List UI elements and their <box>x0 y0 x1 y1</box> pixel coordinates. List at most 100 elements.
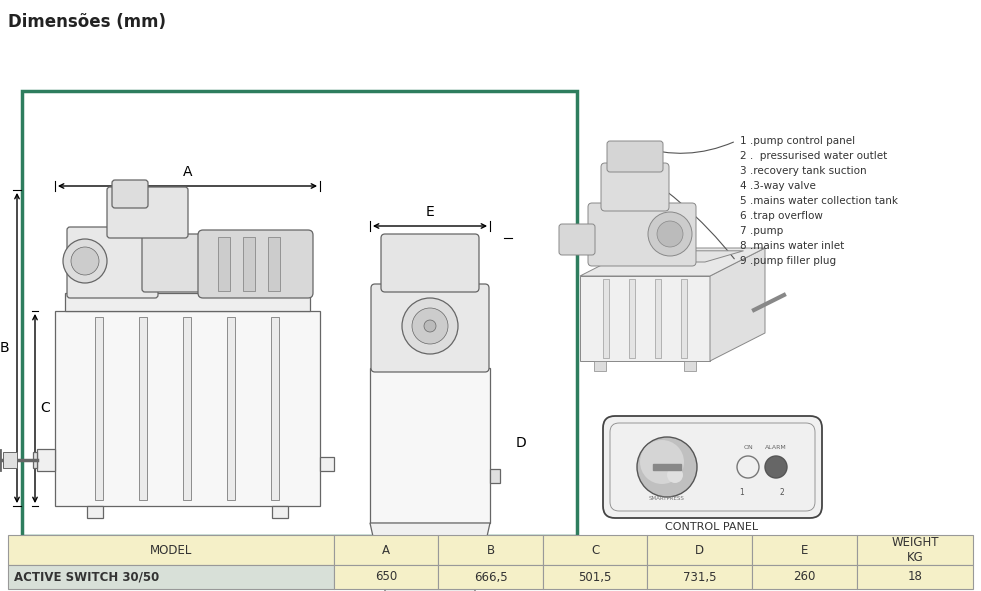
Text: 7 .pump: 7 .pump <box>740 226 783 236</box>
Bar <box>439 535 542 565</box>
Circle shape <box>71 247 99 275</box>
Bar <box>542 565 647 589</box>
Text: C: C <box>40 401 50 415</box>
Text: SMARTPRESS: SMARTPRESS <box>649 495 685 501</box>
Text: A: A <box>382 544 389 557</box>
Polygon shape <box>590 251 744 262</box>
Bar <box>22 91 577 536</box>
Text: 501,5: 501,5 <box>579 570 612 583</box>
Bar <box>370 368 490 523</box>
Bar <box>95 317 103 500</box>
Circle shape <box>765 456 787 478</box>
Text: D: D <box>696 544 704 557</box>
Circle shape <box>412 308 448 344</box>
Polygon shape <box>710 248 765 361</box>
Polygon shape <box>370 523 490 591</box>
Text: CONTROL PANEL: CONTROL PANEL <box>665 522 758 532</box>
Text: 731,5: 731,5 <box>683 570 716 583</box>
Bar <box>752 535 856 565</box>
FancyBboxPatch shape <box>112 180 148 208</box>
FancyBboxPatch shape <box>198 230 313 298</box>
Polygon shape <box>629 279 635 358</box>
Text: ON: ON <box>744 445 752 450</box>
Bar <box>594 361 606 371</box>
Text: 5 .mains water collection tank: 5 .mains water collection tank <box>740 196 898 206</box>
Text: E: E <box>800 544 808 557</box>
Circle shape <box>63 239 107 283</box>
Circle shape <box>402 298 458 354</box>
Circle shape <box>640 440 684 484</box>
Bar <box>37 449 55 471</box>
Polygon shape <box>580 248 765 276</box>
Bar <box>139 317 147 500</box>
Bar <box>183 317 191 500</box>
Bar <box>87 506 103 518</box>
Bar <box>439 565 542 589</box>
Bar <box>320 457 334 471</box>
Bar <box>65 293 310 311</box>
Text: 1 .pump control panel: 1 .pump control panel <box>740 136 855 146</box>
Text: MODEL: MODEL <box>149 544 192 557</box>
Bar <box>33 452 37 468</box>
Text: ACTIVE SWITCH 30/50: ACTIVE SWITCH 30/50 <box>14 570 159 583</box>
Bar <box>684 361 696 371</box>
Bar <box>856 535 973 565</box>
Text: 2: 2 <box>780 488 785 497</box>
Bar <box>243 237 255 291</box>
Circle shape <box>637 437 697 497</box>
Bar <box>647 565 752 589</box>
Polygon shape <box>580 276 710 361</box>
Text: WEIGHT
KG: WEIGHT KG <box>891 536 939 564</box>
Text: ALARM: ALARM <box>765 445 787 450</box>
Circle shape <box>737 456 759 478</box>
FancyBboxPatch shape <box>603 416 822 518</box>
Circle shape <box>657 221 683 247</box>
Bar <box>272 506 288 518</box>
Text: Dimensões (mm): Dimensões (mm) <box>8 13 166 31</box>
Text: 666,5: 666,5 <box>474 570 507 583</box>
Polygon shape <box>655 279 661 358</box>
Text: 8 .mains water inlet: 8 .mains water inlet <box>740 241 845 251</box>
Text: 4 .3-way valve: 4 .3-way valve <box>740 181 816 191</box>
Bar <box>8 565 334 589</box>
Circle shape <box>667 467 683 483</box>
Text: 18: 18 <box>907 570 922 583</box>
Text: D: D <box>516 436 527 450</box>
Polygon shape <box>653 464 681 470</box>
Bar <box>647 535 752 565</box>
Bar <box>227 317 235 500</box>
Polygon shape <box>681 279 687 358</box>
Circle shape <box>424 320 436 332</box>
FancyBboxPatch shape <box>381 234 479 292</box>
Bar <box>542 535 647 565</box>
Text: B: B <box>487 544 494 557</box>
FancyBboxPatch shape <box>588 203 696 266</box>
Text: 3 .recovery tank suction: 3 .recovery tank suction <box>740 166 866 176</box>
FancyBboxPatch shape <box>107 187 188 238</box>
Text: E: E <box>426 205 435 219</box>
Bar <box>334 565 439 589</box>
Bar <box>55 311 320 506</box>
Circle shape <box>648 212 692 256</box>
Bar <box>218 237 230 291</box>
FancyBboxPatch shape <box>607 141 663 172</box>
Text: B: B <box>0 341 9 355</box>
Bar <box>490 469 500 483</box>
FancyBboxPatch shape <box>142 234 208 292</box>
Bar <box>268 237 280 291</box>
Text: C: C <box>591 544 599 557</box>
FancyBboxPatch shape <box>559 224 595 255</box>
Bar <box>8 535 334 565</box>
Bar <box>752 565 856 589</box>
FancyBboxPatch shape <box>371 284 489 372</box>
Text: 6 .trap overflow: 6 .trap overflow <box>740 211 823 221</box>
Text: 650: 650 <box>375 570 397 583</box>
FancyBboxPatch shape <box>601 163 669 211</box>
Text: 2 .  pressurised water outlet: 2 . pressurised water outlet <box>740 151 887 161</box>
Text: 9 .pump filler plug: 9 .pump filler plug <box>740 256 836 266</box>
Polygon shape <box>603 279 609 358</box>
Bar <box>3 452 17 468</box>
Bar <box>271 317 279 500</box>
Text: A: A <box>182 165 192 179</box>
Text: 260: 260 <box>794 570 815 583</box>
